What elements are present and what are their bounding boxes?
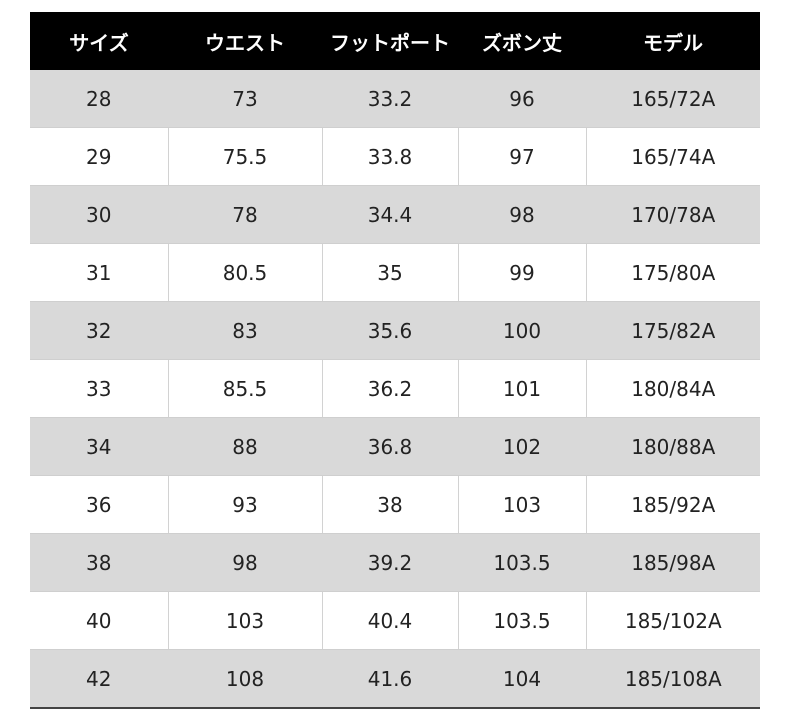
size-chart-table: サイズ ウエスト フットポート ズボン丈 モデル 28 73 33.2 96 1… xyxy=(30,12,760,709)
cell-waist: 85.5 xyxy=(168,359,323,418)
cell-model: 175/80A xyxy=(586,243,760,302)
cell-model: 180/88A xyxy=(586,417,760,476)
header-row: サイズ ウエスト フットポート ズボン丈 モデル xyxy=(30,12,760,70)
cell-pants-length: 97 xyxy=(458,127,587,186)
cell-waist: 83 xyxy=(168,301,323,360)
header-model: モデル xyxy=(586,12,760,70)
cell-foot-opening: 33.8 xyxy=(322,127,459,186)
header-waist: ウエスト xyxy=(168,12,322,70)
cell-size: 30 xyxy=(30,185,169,244)
cell-model: 170/78A xyxy=(586,185,760,244)
cell-model: 185/102A xyxy=(586,591,760,650)
cell-size: 34 xyxy=(30,417,169,476)
cell-waist: 103 xyxy=(168,591,323,650)
cell-pants-length: 103.5 xyxy=(458,591,587,650)
cell-foot-opening: 35 xyxy=(322,243,459,302)
cell-waist: 93 xyxy=(168,475,323,534)
cell-pants-length: 100 xyxy=(458,301,587,360)
table-row: 29 75.5 33.8 97 165/74A xyxy=(30,127,760,186)
cell-model: 175/82A xyxy=(586,301,760,360)
cell-size: 29 xyxy=(30,127,169,186)
table-row: 30 78 34.4 98 170/78A xyxy=(30,185,760,244)
table-row: 31 80.5 35 99 175/80A xyxy=(30,243,760,302)
header-pants-length: ズボン丈 xyxy=(458,12,586,70)
table-row: 28 73 33.2 96 165/72A xyxy=(30,70,760,128)
cell-model: 185/92A xyxy=(586,475,760,534)
table-row: 38 98 39.2 103.5 185/98A xyxy=(30,533,760,592)
cell-pants-length: 102 xyxy=(458,417,587,476)
header-size: サイズ xyxy=(30,12,168,70)
cell-waist: 75.5 xyxy=(168,127,323,186)
table-row: 42 108 41.6 104 185/108A xyxy=(30,649,760,709)
cell-foot-opening: 39.2 xyxy=(322,533,459,592)
cell-pants-length: 103.5 xyxy=(458,533,587,592)
table-row: 33 85.5 36.2 101 180/84A xyxy=(30,359,760,418)
cell-size: 33 xyxy=(30,359,169,418)
cell-foot-opening: 34.4 xyxy=(322,185,459,244)
cell-foot-opening: 33.2 xyxy=(322,70,459,128)
cell-pants-length: 96 xyxy=(458,70,587,128)
cell-size: 40 xyxy=(30,591,169,650)
cell-waist: 98 xyxy=(168,533,323,592)
table-row: 40 103 40.4 103.5 185/102A xyxy=(30,591,760,650)
cell-pants-length: 103 xyxy=(458,475,587,534)
cell-model: 185/108A xyxy=(586,649,760,709)
cell-size: 31 xyxy=(30,243,169,302)
cell-model: 180/84A xyxy=(586,359,760,418)
cell-model: 185/98A xyxy=(586,533,760,592)
table-row: 34 88 36.8 102 180/88A xyxy=(30,417,760,476)
cell-waist: 78 xyxy=(168,185,323,244)
cell-foot-opening: 40.4 xyxy=(322,591,459,650)
cell-pants-length: 98 xyxy=(458,185,587,244)
cell-model: 165/72A xyxy=(586,70,760,128)
cell-size: 42 xyxy=(30,649,169,709)
cell-waist: 88 xyxy=(168,417,323,476)
cell-pants-length: 104 xyxy=(458,649,587,709)
cell-waist: 73 xyxy=(168,70,323,128)
cell-waist: 108 xyxy=(168,649,323,709)
cell-size: 38 xyxy=(30,533,169,592)
cell-size: 32 xyxy=(30,301,169,360)
table-row: 36 93 38 103 185/92A xyxy=(30,475,760,534)
table-row: 32 83 35.6 100 175/82A xyxy=(30,301,760,360)
cell-pants-length: 99 xyxy=(458,243,587,302)
cell-size: 28 xyxy=(30,70,169,128)
cell-foot-opening: 35.6 xyxy=(322,301,459,360)
cell-foot-opening: 36.8 xyxy=(322,417,459,476)
cell-pants-length: 101 xyxy=(458,359,587,418)
cell-foot-opening: 36.2 xyxy=(322,359,459,418)
cell-foot-opening: 38 xyxy=(322,475,459,534)
cell-waist: 80.5 xyxy=(168,243,323,302)
cell-model: 165/74A xyxy=(586,127,760,186)
cell-size: 36 xyxy=(30,475,169,534)
cell-foot-opening: 41.6 xyxy=(322,649,459,709)
header-foot-opening: フットポート xyxy=(322,12,458,70)
